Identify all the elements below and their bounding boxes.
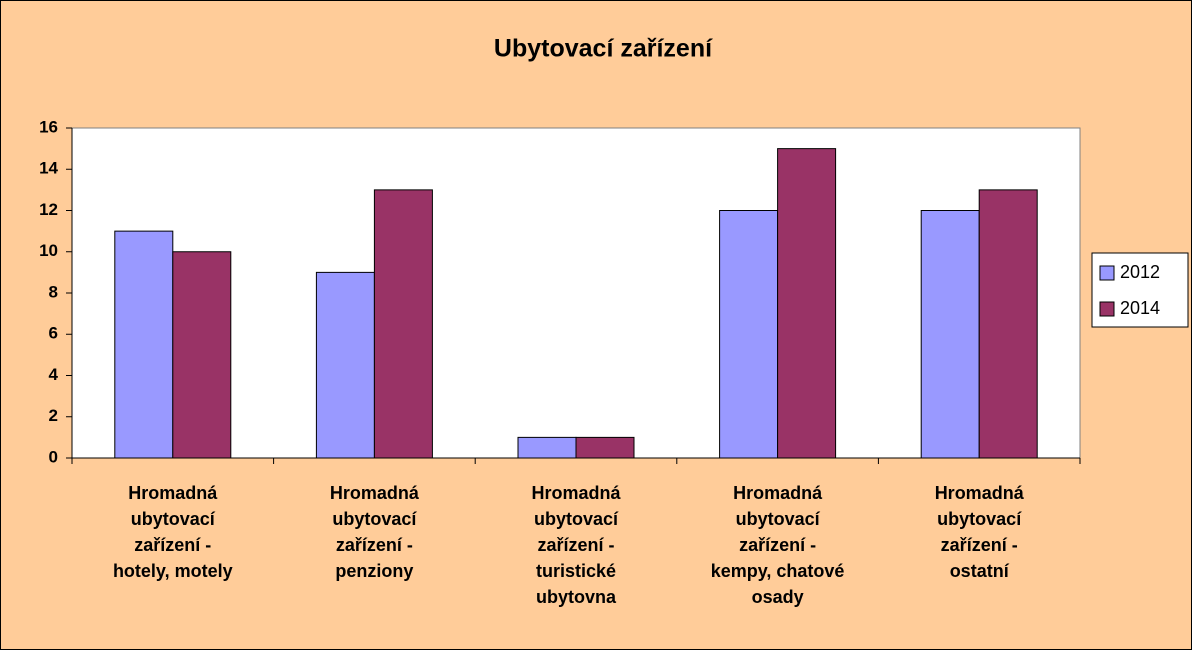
y-tick-label: 16: [39, 117, 58, 136]
bar: [777, 148, 837, 459]
plot-area: [71, 127, 1081, 459]
y-tick-label: 0: [49, 447, 58, 466]
bar: [575, 436, 635, 459]
bar: [373, 189, 433, 459]
bar: [719, 210, 779, 459]
y-tick-label: 14: [39, 159, 58, 178]
bar: [920, 210, 980, 459]
y-tick-label: 8: [49, 282, 58, 301]
legend-swatch: [1099, 301, 1115, 317]
x-tick-label: Hromadná ubytovací zařízení -hotely, motel…: [113, 483, 233, 581]
bar: [114, 230, 174, 459]
y-tick-label: 4: [49, 365, 59, 384]
bar: [172, 251, 232, 459]
legend-label: 2014: [1120, 298, 1160, 318]
y-tick-label: 2: [49, 406, 58, 425]
x-tick-label: Hromadná ubytovací zařízení -penziony: [330, 483, 420, 581]
legend-swatch: [1099, 265, 1115, 281]
legend-label: 2012: [1120, 262, 1160, 282]
x-tick-label: Hromadná ubytovací zařízení -kempy, chatov…: [711, 483, 845, 607]
bar: [517, 436, 577, 459]
x-tick-label: Hromadná ubytovací zařízení -ostatní: [935, 483, 1025, 581]
chart-title: Ubytovací zařízení: [494, 35, 713, 63]
y-tick-label: 12: [39, 200, 58, 219]
x-tick-label: Hromadná ubytovací zařízení -turistické uby…: [531, 483, 621, 607]
bar: [315, 271, 375, 459]
y-tick-label: 6: [49, 324, 58, 343]
bar: [978, 189, 1038, 459]
y-tick-label: 10: [39, 241, 58, 260]
